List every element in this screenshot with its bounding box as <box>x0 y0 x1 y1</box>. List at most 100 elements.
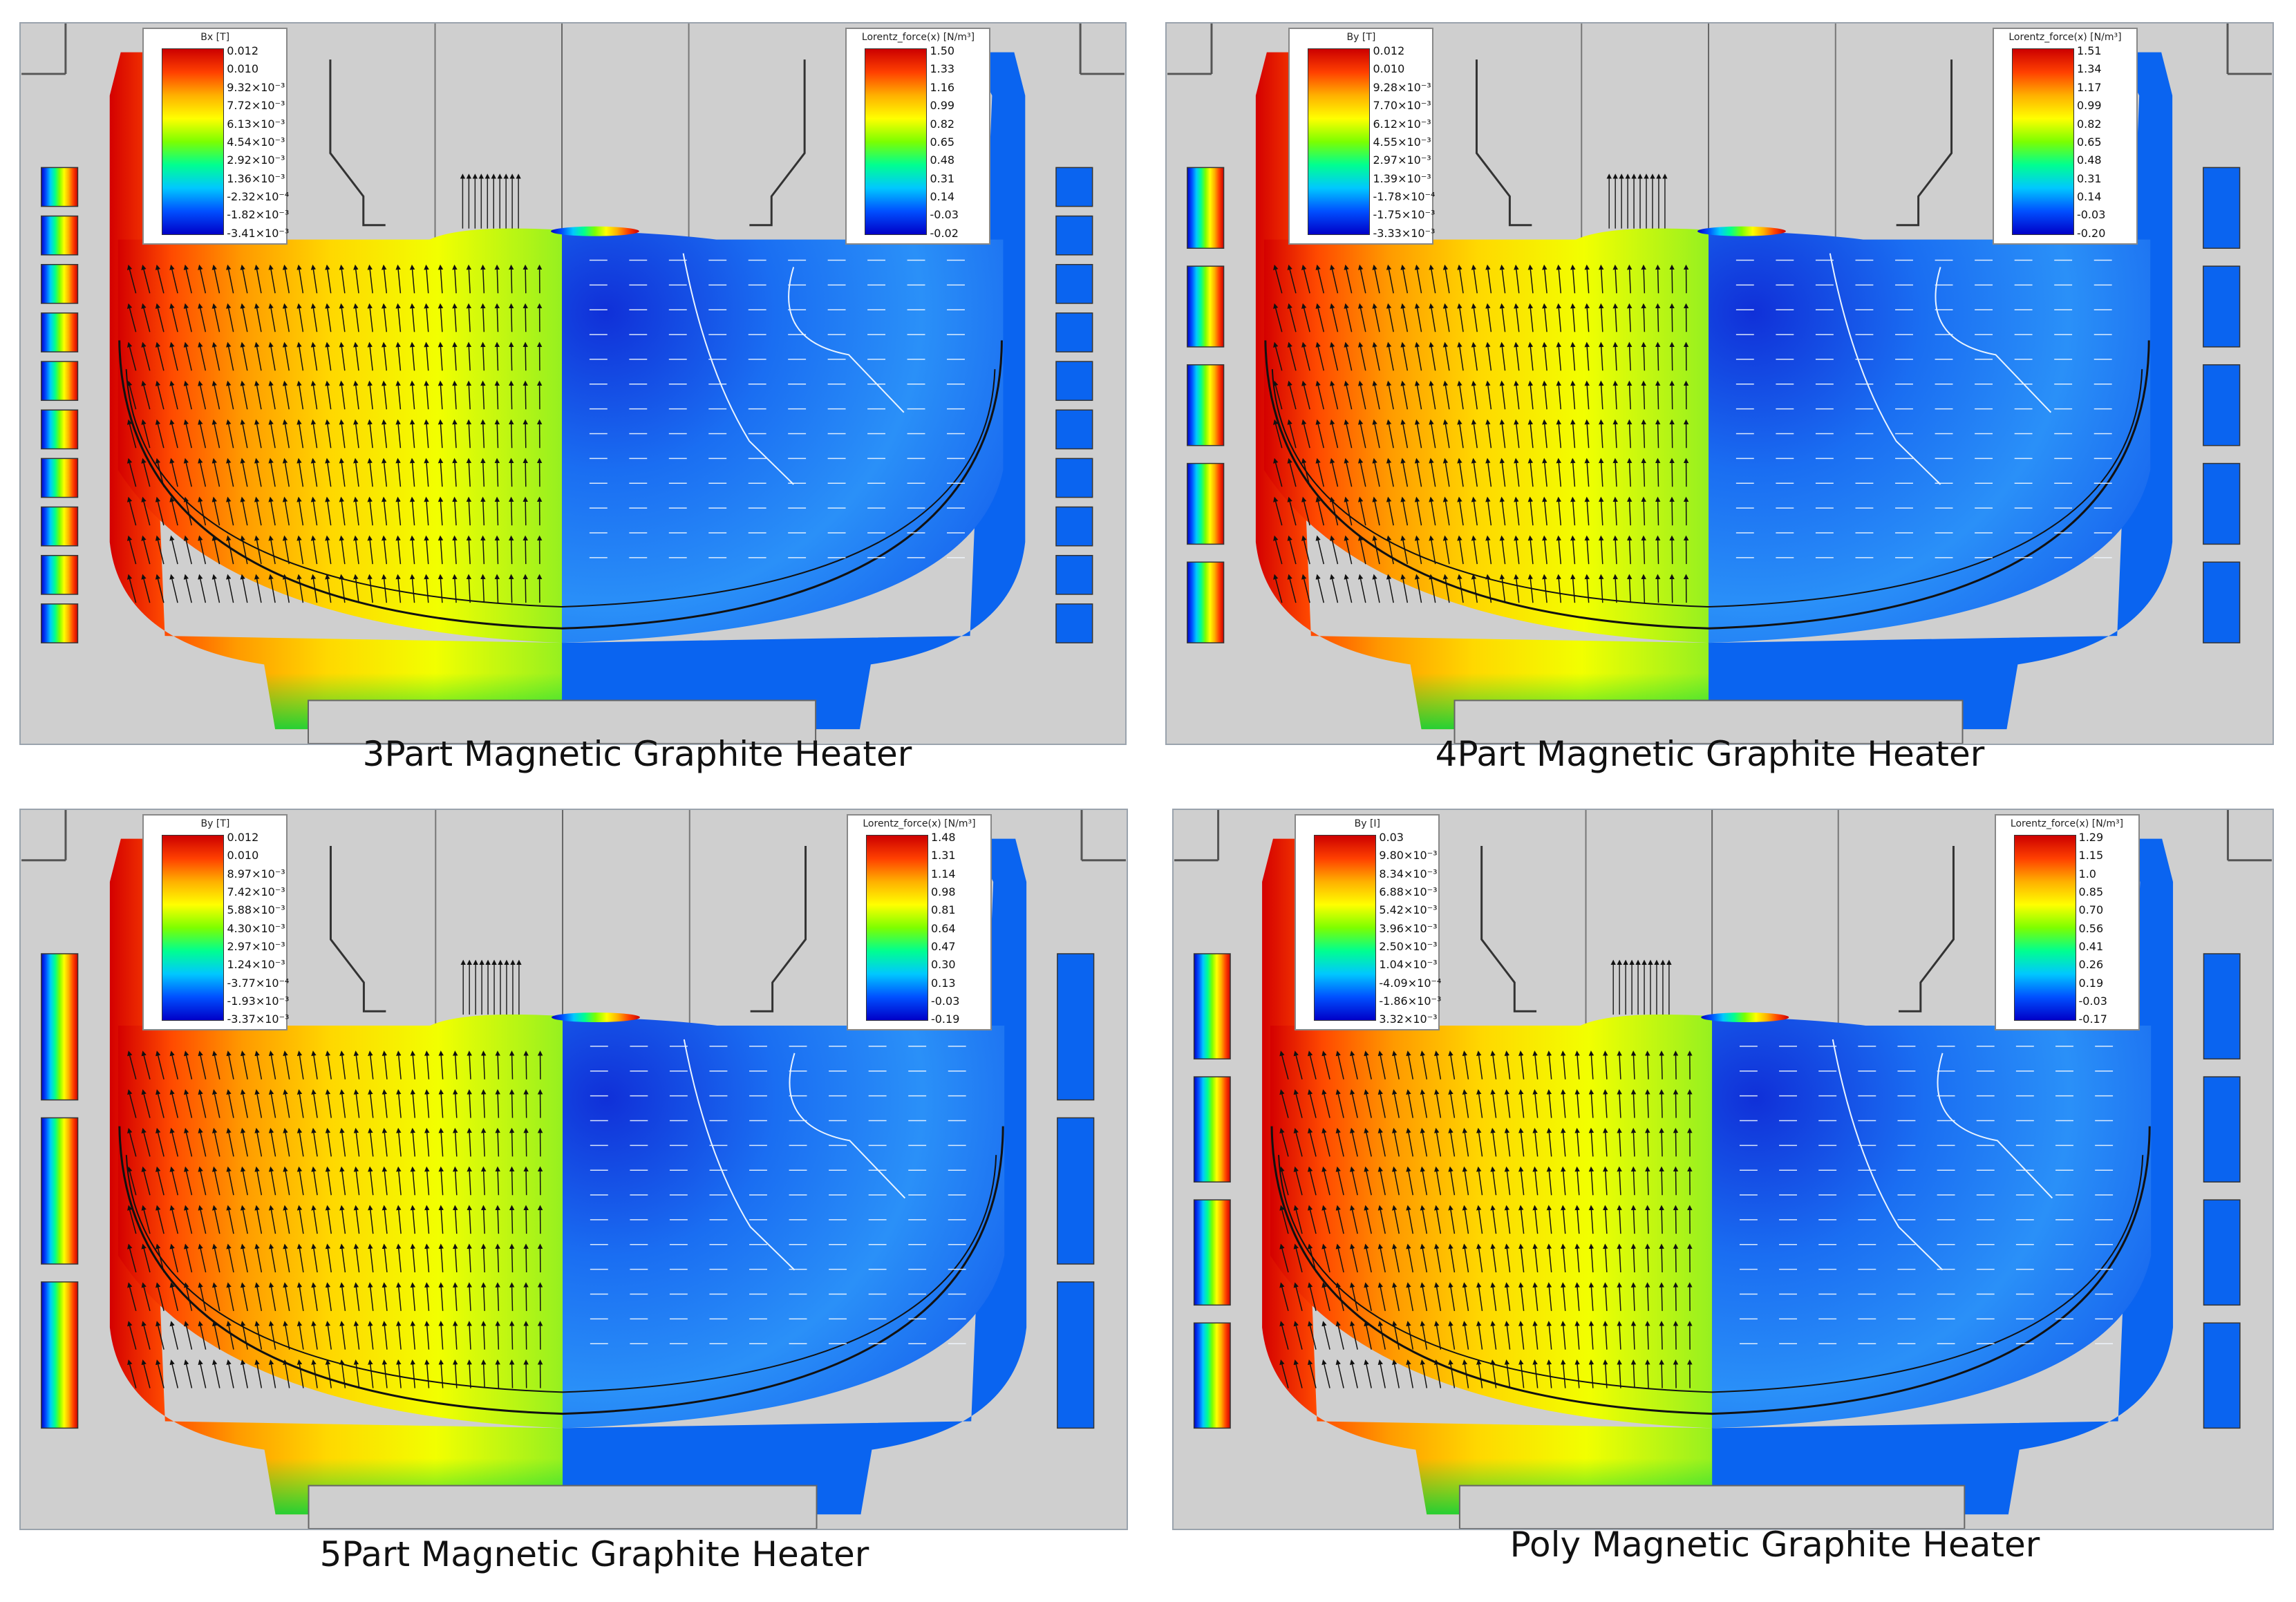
legend-tick: -0.03 <box>930 208 959 222</box>
lorentz-force-arrows <box>589 253 965 558</box>
legend-tick: -0.03 <box>2076 208 2106 222</box>
legend-tick: 1.51 <box>2076 44 2102 57</box>
legend-tick: 0.012 <box>227 44 259 57</box>
legend-tick: 6.88×10⁻³ <box>1379 885 1438 898</box>
colorbar <box>2011 48 2074 235</box>
legend-tick: 0.14 <box>2076 190 2102 203</box>
legend-tick: 9.28×10⁻³ <box>1373 80 1431 94</box>
legend-tick: 0.85 <box>2078 885 2104 898</box>
legend-tick: 0.81 <box>930 903 956 917</box>
lorentz-force-arrows <box>1739 1039 2114 1344</box>
lorentz-force-legend: Lorentz_force(x) [N/m³] 1.51 1.34 1.17 0.99 0… <box>1992 28 2138 245</box>
legend-tick: 1.16 <box>930 80 955 94</box>
lorentz-force-legend: Lorentz_force(x) [N/m³] 1.29 1.15 1.0 0.85 0.… <box>1994 814 2140 1031</box>
heater-parts <box>1193 953 2241 1429</box>
legend-tick: 7.72×10⁻³ <box>227 99 285 113</box>
legend-tick: 0.31 <box>930 171 955 185</box>
legend-tick: 0.012 <box>227 831 259 844</box>
legend-tick: 1.48 <box>930 831 956 844</box>
heater-parts <box>1187 167 2241 643</box>
legend-tick: 5.88×10⁻³ <box>227 903 285 917</box>
legend-tick: 1.31 <box>930 849 956 863</box>
legend-tick: 0.82 <box>2076 117 2102 131</box>
legend-tick: 0.41 <box>2078 939 2104 953</box>
legend-tick: 2.97×10⁻³ <box>1373 153 1431 167</box>
legend-tick: -0.17 <box>2078 1012 2107 1026</box>
legend-tick: -3.37×10⁻³ <box>227 1012 290 1026</box>
simulation-panel: By [T] 0.012 0.010 8.97×10⁻³ 7.42×10⁻³ 5.88×1… <box>19 809 1128 1530</box>
legend-title: By [T] <box>200 818 230 829</box>
colorbar <box>162 48 225 235</box>
magnetic-field-arrows <box>1279 959 1693 1388</box>
legend-tick: 5.42×10⁻³ <box>1379 903 1438 917</box>
magnetic-field-legend: By [T] 0.012 0.010 9.28×10⁻³ 7.70×10⁻³ 6.12×1… <box>1288 28 1436 245</box>
legend-tick: 0.13 <box>930 976 956 990</box>
legend-tick: 3.32×10⁻³ <box>1379 1012 1438 1026</box>
magnetic-field-arrows <box>126 173 543 603</box>
legend-tick: 6.12×10⁻³ <box>1373 117 1431 131</box>
legend-tick: 1.33 <box>930 62 955 76</box>
simulation-panel: Bx [T] 0.012 0.010 9.32×10⁻³ 7.72×10⁻³ 6.13×1… <box>19 22 1127 745</box>
lorentz-force-legend: Lorentz_force(x) [N/m³] 1.50 1.33 1.16 0.99 0… <box>845 28 991 245</box>
legend-tick: 1.36×10⁻³ <box>227 171 285 185</box>
legend-tick: 0.30 <box>930 958 956 972</box>
magnetic-field-legend: By [T] 0.012 0.010 8.97×10⁻³ 7.42×10⁻³ 5.88×1… <box>142 814 290 1031</box>
heater-parts <box>41 167 1093 643</box>
colorbar <box>865 48 928 235</box>
legend-tick: 4.54×10⁻³ <box>227 135 285 149</box>
heater-parts <box>41 953 1095 1429</box>
legend-tick: 1.24×10⁻³ <box>227 958 285 972</box>
legend-tick: -3.33×10⁻³ <box>1373 226 1436 240</box>
lorentz-force-arrows <box>590 1039 966 1344</box>
legend-title: Lorentz_force(x) [N/m³] <box>2010 818 2124 829</box>
legend-tick: 0.99 <box>2076 99 2102 113</box>
legend-tick: 6.13×10⁻³ <box>227 117 285 131</box>
legend-title: Lorentz_force(x) [N/m³] <box>863 818 976 829</box>
magnetic-field-arrows <box>127 959 543 1388</box>
simulation-panel: By [I] 0.03 9.80×10⁻³ 8.34×10⁻³ 6.88×10⁻³ 5.4… <box>1172 809 2274 1530</box>
colorbar <box>2013 835 2076 1021</box>
legend-tick: 7.70×10⁻³ <box>1373 99 1431 113</box>
legend-tick: 0.48 <box>2076 153 2102 167</box>
legend-tick: 0.010 <box>227 849 259 863</box>
legend-tick: -1.78×10⁻⁴ <box>1373 190 1436 203</box>
legend-tick: 0.010 <box>227 62 259 76</box>
legend-tick: 0.82 <box>930 117 955 131</box>
legend-tick: 1.15 <box>2078 849 2104 863</box>
legend-tick: 0.14 <box>930 190 955 203</box>
legend-title: Lorentz_force(x) [N/m³] <box>861 32 975 43</box>
colorbar <box>1314 835 1377 1021</box>
legend-tick: 0.19 <box>2078 976 2104 990</box>
lorentz-force-arrows <box>1735 253 2112 558</box>
legend-tick: 0.65 <box>930 135 955 149</box>
legend-tick: 8.97×10⁻³ <box>227 867 285 880</box>
legend-tick: 7.42×10⁻³ <box>227 885 285 898</box>
legend-tick: -1.75×10⁻³ <box>1373 208 1436 222</box>
legend-tick: 1.34 <box>2076 62 2102 76</box>
legend-title: By [T] <box>1346 32 1376 43</box>
legend-tick: 3.96×10⁻³ <box>1379 921 1438 935</box>
magnetic-field-legend: By [I] 0.03 9.80×10⁻³ 8.34×10⁻³ 6.88×10⁻³ 5.4… <box>1295 814 1442 1031</box>
magnetic-field-arrows <box>1273 173 1689 603</box>
colorbar <box>162 835 225 1021</box>
panel-caption: 3Part Magnetic Graphite Heater <box>362 734 912 774</box>
legend-tick: 0.56 <box>2078 921 2104 935</box>
legend-tick: 0.65 <box>2076 135 2102 149</box>
legend-tick: -1.82×10⁻³ <box>227 208 290 222</box>
panel-caption: 4Part Magnetic Graphite Heater <box>1435 734 1985 774</box>
lorentz-force-legend: Lorentz_force(x) [N/m³] 1.48 1.31 1.14 0.98 0… <box>846 814 992 1031</box>
legend-tick: -2.32×10⁻⁴ <box>227 190 290 203</box>
legend-tick: -0.03 <box>2078 994 2107 1008</box>
legend-tick: -1.93×10⁻³ <box>227 994 290 1008</box>
legend-tick: 0.010 <box>1373 62 1405 76</box>
legend-tick: 1.14 <box>930 867 956 880</box>
legend-tick: 2.50×10⁻³ <box>1379 939 1438 953</box>
legend-tick: 2.92×10⁻³ <box>227 153 285 167</box>
legend-tick: 9.32×10⁻³ <box>227 80 285 94</box>
legend-tick: 4.55×10⁻³ <box>1373 135 1431 149</box>
legend-tick: 1.04×10⁻³ <box>1379 958 1438 972</box>
legend-tick: -0.20 <box>2076 226 2106 240</box>
legend-tick: 1.39×10⁻³ <box>1373 171 1431 185</box>
legend-tick: 0.70 <box>2078 903 2104 917</box>
legend-tick: -4.09×10⁻⁴ <box>1379 976 1442 990</box>
